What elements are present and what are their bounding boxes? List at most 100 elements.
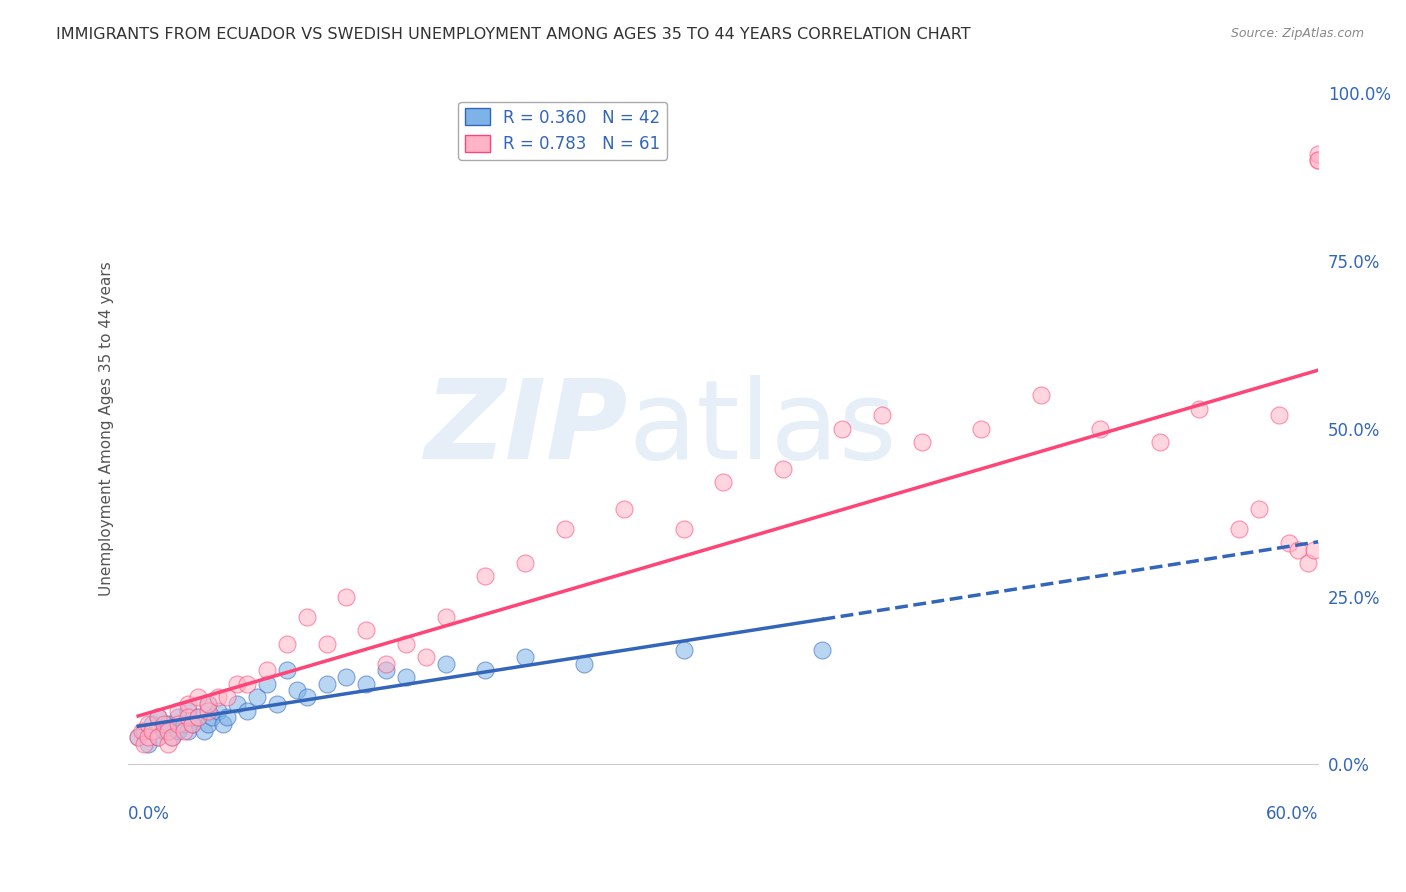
- Point: [153, 723, 176, 738]
- Point: [1308, 153, 1330, 168]
- Point: [1149, 435, 1171, 450]
- Point: [136, 737, 159, 751]
- Point: [197, 717, 219, 731]
- Point: [1277, 536, 1299, 550]
- Point: [146, 710, 169, 724]
- Point: [1029, 388, 1052, 402]
- Point: [1303, 542, 1326, 557]
- Point: [266, 697, 288, 711]
- Point: [831, 422, 853, 436]
- Point: [434, 609, 457, 624]
- Point: [574, 657, 596, 671]
- Point: [166, 717, 188, 731]
- Point: [1288, 542, 1310, 557]
- Point: [1247, 502, 1270, 516]
- Point: [173, 717, 195, 731]
- Point: [217, 690, 239, 705]
- Point: [131, 723, 153, 738]
- Point: [187, 710, 209, 724]
- Point: [870, 409, 893, 423]
- Point: [180, 717, 202, 731]
- Point: [236, 677, 259, 691]
- Text: 0.0%: 0.0%: [128, 805, 170, 822]
- Point: [187, 690, 209, 705]
- Point: [156, 723, 179, 738]
- Point: [177, 710, 200, 724]
- Point: [474, 569, 496, 583]
- Point: [127, 731, 149, 745]
- Point: [395, 636, 418, 650]
- Legend: R = 0.360   N = 42, R = 0.783   N = 61: R = 0.360 N = 42, R = 0.783 N = 61: [458, 102, 666, 160]
- Point: [910, 435, 932, 450]
- Point: [295, 609, 318, 624]
- Point: [1298, 556, 1320, 570]
- Point: [217, 710, 239, 724]
- Text: IMMIGRANTS FROM ECUADOR VS SWEDISH UNEMPLOYMENT AMONG AGES 35 TO 44 YEARS CORREL: IMMIGRANTS FROM ECUADOR VS SWEDISH UNEMP…: [56, 27, 972, 42]
- Point: [335, 670, 357, 684]
- Point: [295, 690, 318, 705]
- Point: [177, 697, 200, 711]
- Point: [153, 717, 176, 731]
- Point: [141, 723, 163, 738]
- Point: [136, 731, 159, 745]
- Point: [772, 462, 794, 476]
- Point: [354, 623, 377, 637]
- Text: atlas: atlas: [628, 376, 897, 483]
- Point: [474, 664, 496, 678]
- Text: 60.0%: 60.0%: [1265, 805, 1319, 822]
- Point: [200, 710, 222, 724]
- Point: [160, 731, 183, 745]
- Point: [315, 677, 337, 691]
- Point: [1267, 409, 1289, 423]
- Point: [134, 723, 156, 738]
- Point: [166, 723, 188, 738]
- Point: [193, 723, 215, 738]
- Point: [127, 731, 149, 745]
- Point: [136, 717, 159, 731]
- Point: [672, 643, 695, 657]
- Point: [134, 737, 156, 751]
- Point: [180, 717, 202, 731]
- Y-axis label: Unemployment Among Ages 35 to 44 years: Unemployment Among Ages 35 to 44 years: [100, 261, 114, 596]
- Point: [1227, 523, 1250, 537]
- Point: [226, 677, 249, 691]
- Point: [285, 683, 308, 698]
- Point: [554, 523, 576, 537]
- Point: [970, 422, 993, 436]
- Point: [160, 731, 183, 745]
- Point: [276, 664, 298, 678]
- Point: [156, 717, 179, 731]
- Point: [711, 475, 734, 490]
- Point: [197, 704, 219, 718]
- Point: [226, 697, 249, 711]
- Point: [146, 710, 169, 724]
- Point: [1188, 401, 1211, 416]
- Point: [207, 704, 229, 718]
- Point: [434, 657, 457, 671]
- Point: [187, 710, 209, 724]
- Point: [513, 649, 536, 664]
- Point: [177, 723, 200, 738]
- Point: [811, 643, 834, 657]
- Point: [212, 717, 235, 731]
- Point: [146, 731, 169, 745]
- Point: [166, 710, 188, 724]
- Point: [276, 636, 298, 650]
- Point: [207, 690, 229, 705]
- Point: [141, 717, 163, 731]
- Point: [236, 704, 259, 718]
- Text: ZIP: ZIP: [425, 376, 628, 483]
- Point: [354, 677, 377, 691]
- Point: [256, 664, 278, 678]
- Point: [315, 636, 337, 650]
- Point: [166, 704, 188, 718]
- Point: [146, 731, 169, 745]
- Point: [197, 697, 219, 711]
- Point: [177, 704, 200, 718]
- Point: [1308, 146, 1330, 161]
- Point: [395, 670, 418, 684]
- Point: [415, 649, 437, 664]
- Point: [246, 690, 269, 705]
- Point: [613, 502, 636, 516]
- Point: [197, 697, 219, 711]
